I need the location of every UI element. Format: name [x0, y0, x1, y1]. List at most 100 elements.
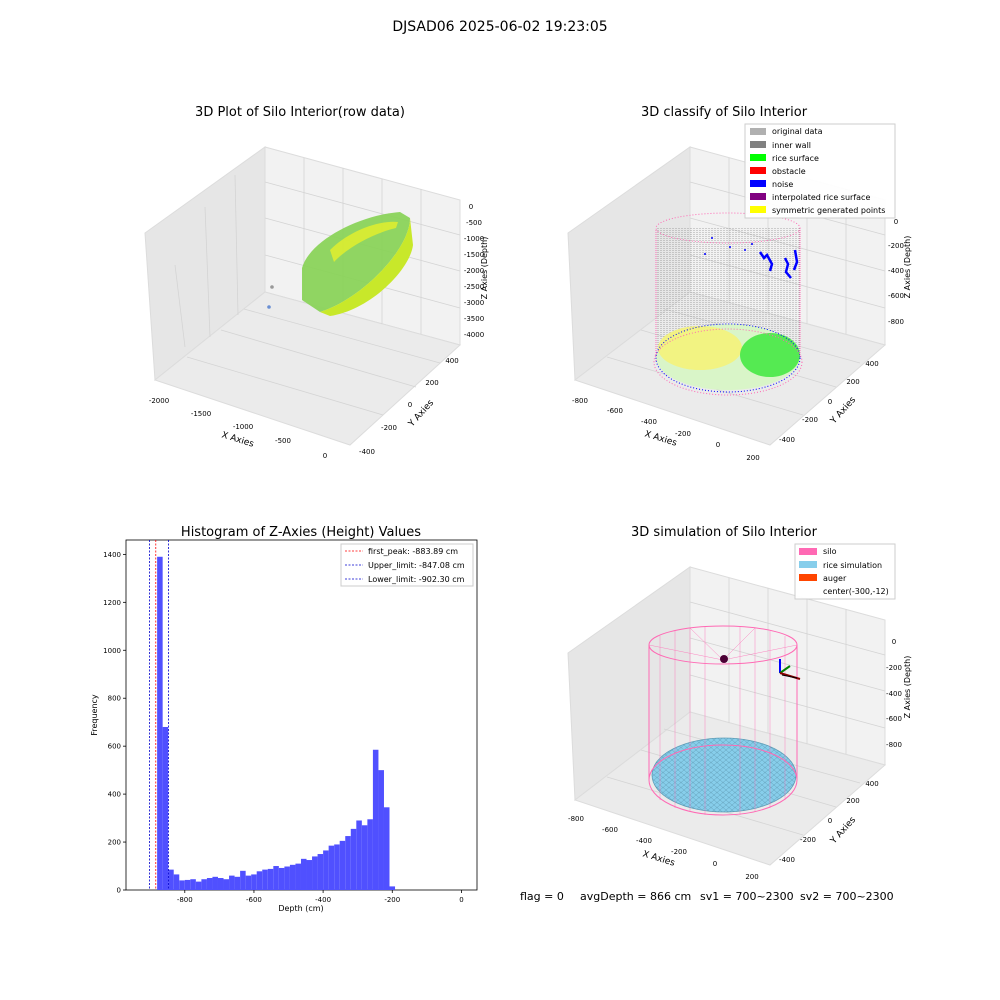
panel1-axes-box: -2000 -1500 -1000 -500 0 X Axies -400 -2…: [144, 146, 489, 460]
hist-bar: [195, 881, 202, 890]
legend-swatch-symmetric: [750, 206, 766, 213]
hist-legend: first_peak: -883.89 cm Upper_limit: -847…: [340, 543, 474, 587]
legend-swatch-silo: [799, 548, 817, 555]
hist-y-ticks: 0 200 400 600 800 1000 1200 1400: [103, 551, 126, 895]
panel2-xtick-2: -400: [641, 418, 657, 426]
hist-xtick-label: -400: [315, 896, 331, 904]
panel2-ztick-3: -600: [888, 292, 904, 300]
panel-histogram: Histogram of Z-Axies (Height) Values -80…: [90, 525, 478, 913]
panel3-xtick-5: 200: [745, 873, 758, 881]
status-sv1: sv1 = 700~2300: [700, 890, 794, 903]
panel3-ylabel: Y Axies: [828, 815, 858, 847]
panel1-ztick-3: -1500: [464, 251, 484, 259]
hist-bar: [234, 876, 241, 890]
hist-bar: [162, 726, 169, 890]
panel1-ytick-0: -400: [359, 448, 375, 456]
panel1-xtick-2: -1000: [233, 423, 253, 431]
status-avg-depth: avgDepth = 866 cm: [580, 890, 691, 903]
legend-swatch-obstacle: [750, 167, 766, 174]
panel2-xtick-3: -200: [675, 430, 691, 438]
hist-bar: [300, 858, 307, 890]
legend-label-noise: noise: [772, 180, 793, 189]
panel1-ztick-8: -4000: [464, 331, 484, 339]
hist-bar: [350, 828, 357, 890]
panel2-ytick-1: -200: [802, 416, 818, 424]
panel2-classified-points: [653, 212, 803, 396]
panel3-xtick-2: -400: [636, 837, 652, 845]
legend-swatch-interpolated: [750, 193, 766, 200]
hist-bar: [229, 875, 235, 890]
silo-center-marker: [720, 655, 728, 663]
hist-bar: [323, 850, 329, 890]
legend-swatch-rice-surface: [750, 154, 766, 161]
hist-bar: [157, 556, 163, 890]
panel2-ytick-4: 400: [865, 360, 878, 368]
hist-ytick-label: 200: [108, 839, 121, 847]
legend-label-rice-surface: rice surface: [772, 154, 819, 163]
hist-bar: [262, 869, 268, 890]
legend-label-upper-limit: Upper_limit: -847.08 cm: [368, 561, 465, 570]
panel3-ytick-1: -200: [800, 836, 816, 844]
panel2-ztick-0: 0: [894, 218, 898, 226]
legend-label-lower-limit: Lower_limit: -902.30 cm: [368, 575, 465, 584]
hist-bars: [157, 556, 396, 890]
hist-bar: [312, 856, 318, 890]
hist-title: Histogram of Z-Axies (Height) Values: [181, 525, 421, 540]
panel1-ztick-2: -1000: [464, 235, 484, 243]
hist-ytick-label: 1400: [103, 551, 121, 559]
panel3-xtick-4: 0: [713, 860, 717, 868]
panel1-ytick-1: -200: [381, 424, 397, 432]
hist-xtick-label: -800: [177, 896, 193, 904]
panel3-ztick-1: -200: [886, 664, 902, 672]
panel1-ytick-2: 0: [408, 401, 412, 409]
hist-ytick-label: 400: [108, 791, 121, 799]
panel1-title: 3D Plot of Silo Interior(row data): [195, 105, 405, 120]
panel2-xtick-5: 200: [746, 454, 759, 462]
hist-bar: [273, 866, 279, 890]
panel2-legend: original data inner wall rice surface ob…: [744, 123, 896, 219]
hist-bar: [295, 863, 301, 890]
legend-swatch-noise: [750, 180, 766, 187]
hist-bar: [289, 864, 296, 890]
status-line: flag = 0 avgDepth = 866 cm sv1 = 700~230…: [520, 890, 894, 903]
hist-bar: [251, 874, 257, 890]
panel1-ytick-3: 200: [425, 379, 438, 387]
hist-bar: [179, 880, 185, 890]
hist-bar: [383, 807, 390, 890]
hist-ytick-label: 1200: [103, 599, 121, 607]
panel1-xtick-4: 0: [323, 452, 327, 460]
status-sv2: sv2 = 700~2300: [800, 890, 894, 903]
panel2-xtick-0: -800: [572, 397, 588, 405]
hist-xtick-label: -600: [246, 896, 262, 904]
figure-title: DJSAD06 2025-06-02 19:23:05: [392, 19, 607, 35]
panel2-title: 3D classify of Silo Interior: [641, 105, 808, 120]
panel2-ytick-2: 0: [828, 398, 832, 406]
hist-bar: [372, 749, 379, 890]
hist-bar: [223, 879, 230, 890]
legend-label-original-data: original data: [772, 127, 823, 136]
hist-reference-lines: [149, 540, 169, 890]
panel3-zlabel: Z Axies (Depth): [903, 656, 912, 719]
hist-bar: [212, 876, 218, 890]
panel3-xtick-3: -200: [671, 848, 687, 856]
hist-ytick-label: 800: [108, 695, 121, 703]
legend-swatch-rice-simulation: [799, 561, 817, 568]
hist-bar: [306, 860, 313, 890]
panel3-legend: silo rice simulation auger center(-300,-…: [794, 543, 896, 600]
panel1-ytick-4: 400: [445, 357, 458, 365]
legend-label-obstacle: obstacle: [772, 167, 806, 176]
panel3-xtick-1: -600: [602, 826, 618, 834]
panel3-ytick-2: 0: [828, 817, 832, 825]
panel2-ztick-4: -800: [888, 318, 904, 326]
panel1-ztick-0: 0: [469, 203, 473, 211]
hist-bar: [339, 840, 346, 890]
legend-label-inner-wall: inner wall: [772, 141, 811, 150]
panel1-ztick-4: -2000: [464, 267, 484, 275]
legend-swatch-auger: [799, 574, 817, 581]
legend-swatch-inner-wall: [750, 141, 766, 148]
hist-ylabel: Frequency: [90, 694, 99, 736]
hist-plot-area: [125, 539, 478, 891]
panel1-zlabel: Z Axies (Depth): [480, 237, 489, 300]
hist-bar: [284, 866, 290, 890]
status-flag: flag = 0: [520, 890, 564, 903]
